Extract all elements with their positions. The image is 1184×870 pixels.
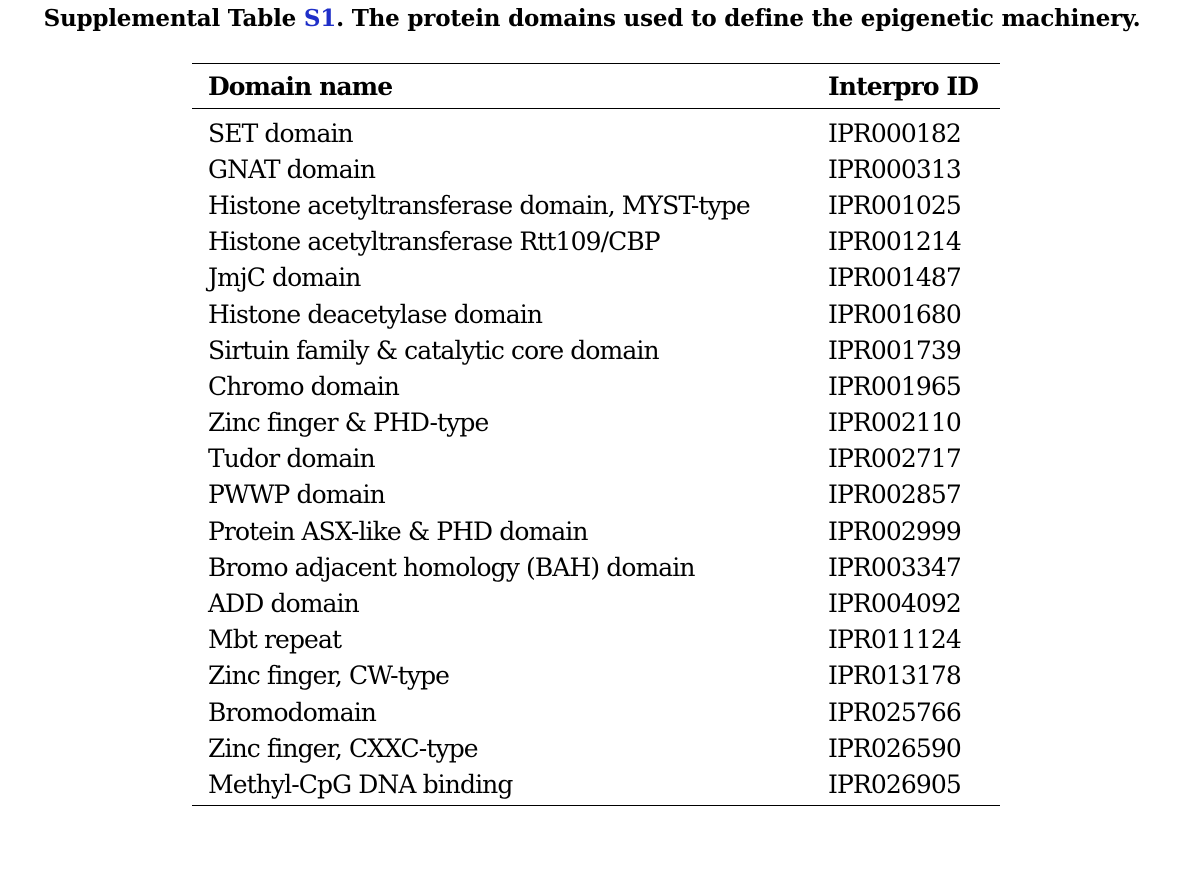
table-row: Protein ASX-like & PHD domain IPR002999 — [192, 513, 1000, 549]
interpro-id-cell: IPR025766 — [828, 697, 962, 727]
domain-name-cell: Methyl-CpG DNA binding — [192, 766, 814, 806]
table-row: SET domain IPR000182 — [192, 109, 1000, 152]
table-row: Chromo domain IPR001965 — [192, 368, 1000, 404]
domain-name-cell: Zinc finger, CW-type — [208, 661, 450, 691]
interpro-id-cell: IPR001214 — [828, 227, 962, 257]
domain-name-cell: Protein ASX-like & PHD domain — [208, 516, 589, 546]
interpro-id-cell: IPR001739 — [828, 335, 962, 365]
table-row: PWWP domain IPR002857 — [192, 477, 1000, 513]
domain-name-cell: Histone acetyltransferase Rtt109/CBP — [208, 227, 661, 257]
interpro-id-cell: IPR000182 — [828, 118, 962, 148]
table-row: Zinc finger, CXXC-type IPR026590 — [192, 730, 1000, 766]
interpro-id-cell: IPR013178 — [828, 661, 962, 691]
table-row: Bromo adjacent homology (BAH) domain IPR0… — [192, 549, 1000, 585]
interpro-id-cell: IPR001487 — [828, 263, 962, 293]
interpro-id-cell: IPR002110 — [828, 408, 962, 438]
table-row: GNAT domain IPR000313 — [192, 151, 1000, 187]
interpro-id-cell: IPR011124 — [828, 625, 962, 655]
interpro-id-cell: IPR002717 — [828, 444, 962, 474]
table-row: Zinc finger, CW-type IPR013178 — [192, 658, 1000, 694]
domain-name-cell: Bromo adjacent homology (BAH) domain — [208, 552, 696, 582]
table-row: Sirtuin family & catalytic core domain IP… — [192, 332, 1000, 368]
domain-name-cell: ADD domain — [208, 589, 360, 619]
table-caption: Supplemental Table S1. The protein domai… — [0, 4, 1184, 34]
table-row: ADD domain IPR004092 — [192, 585, 1000, 621]
domain-name-cell: Chromo domain — [208, 371, 400, 401]
caption-prefix: Supplemental Table — [43, 5, 304, 32]
table-row: Tudor domain IPR002717 — [192, 441, 1000, 477]
domain-name-cell: Tudor domain — [208, 444, 376, 474]
table-header-row: Domain name Interpro ID — [192, 63, 1000, 109]
domain-name-cell: Bromodomain — [208, 697, 377, 727]
table-row: Mbt repeat IPR011124 — [192, 622, 1000, 658]
table-row: Histone acetyltransferase domain, MYST-t… — [192, 187, 1000, 223]
domain-name-cell: Mbt repeat — [208, 625, 342, 655]
interpro-id-cell: IPR026590 — [828, 733, 962, 763]
domain-name-cell: Zinc finger, CXXC-type — [208, 733, 479, 763]
interpro-id-cell: IPR001025 — [828, 190, 962, 220]
column-header-interpro-id: Interpro ID — [814, 63, 1000, 109]
table-row: Histone deacetylase domain IPR001680 — [192, 296, 1000, 332]
column-header-domain-name: Domain name — [192, 63, 814, 109]
domain-name-cell: Sirtuin family & catalytic core domain — [208, 335, 660, 365]
domain-name-cell: Histone deacetylase domain — [208, 299, 543, 329]
domain-name-cell: JmjC domain — [208, 263, 361, 293]
interpro-id-cell: IPR001680 — [828, 299, 962, 329]
caption-reference-link[interactable]: S1 — [303, 5, 337, 32]
domain-name-cell: Histone acetyltransferase domain, MYST-t… — [208, 190, 751, 220]
interpro-id-cell: IPR002857 — [828, 480, 962, 510]
table-row: JmjC domain IPR001487 — [192, 260, 1000, 296]
domain-name-cell: PWWP domain — [208, 480, 386, 510]
domain-name-cell: GNAT domain — [208, 154, 376, 184]
interpro-id-cell: IPR000313 — [828, 154, 962, 184]
table-row: Methyl-CpG DNA binding IPR026905 — [192, 766, 1000, 806]
table-row: Histone acetyltransferase Rtt109/CBP IPR0… — [192, 224, 1000, 260]
caption-text: . The protein domains used to define the… — [336, 5, 1141, 32]
interpro-id-cell: IPR002999 — [828, 516, 962, 546]
domains-table-container: Domain name Interpro ID SET domain IPR000… — [192, 63, 1000, 806]
interpro-id-cell: IPR003347 — [828, 552, 962, 582]
interpro-id-cell: IPR001965 — [828, 371, 962, 401]
domains-table: Domain name Interpro ID SET domain IPR000… — [192, 63, 1000, 806]
interpro-id-cell: IPR026905 — [814, 766, 1000, 806]
domain-name-cell: Zinc finger & PHD-type — [208, 408, 489, 438]
domain-name-cell: SET domain — [208, 118, 354, 148]
table-row: Bromodomain IPR025766 — [192, 694, 1000, 730]
table-row: Zinc finger & PHD-type IPR002110 — [192, 405, 1000, 441]
table-body: SET domain IPR000182 GNAT domain IPR000313 H… — [192, 109, 1000, 806]
interpro-id-cell: IPR004092 — [828, 589, 962, 619]
